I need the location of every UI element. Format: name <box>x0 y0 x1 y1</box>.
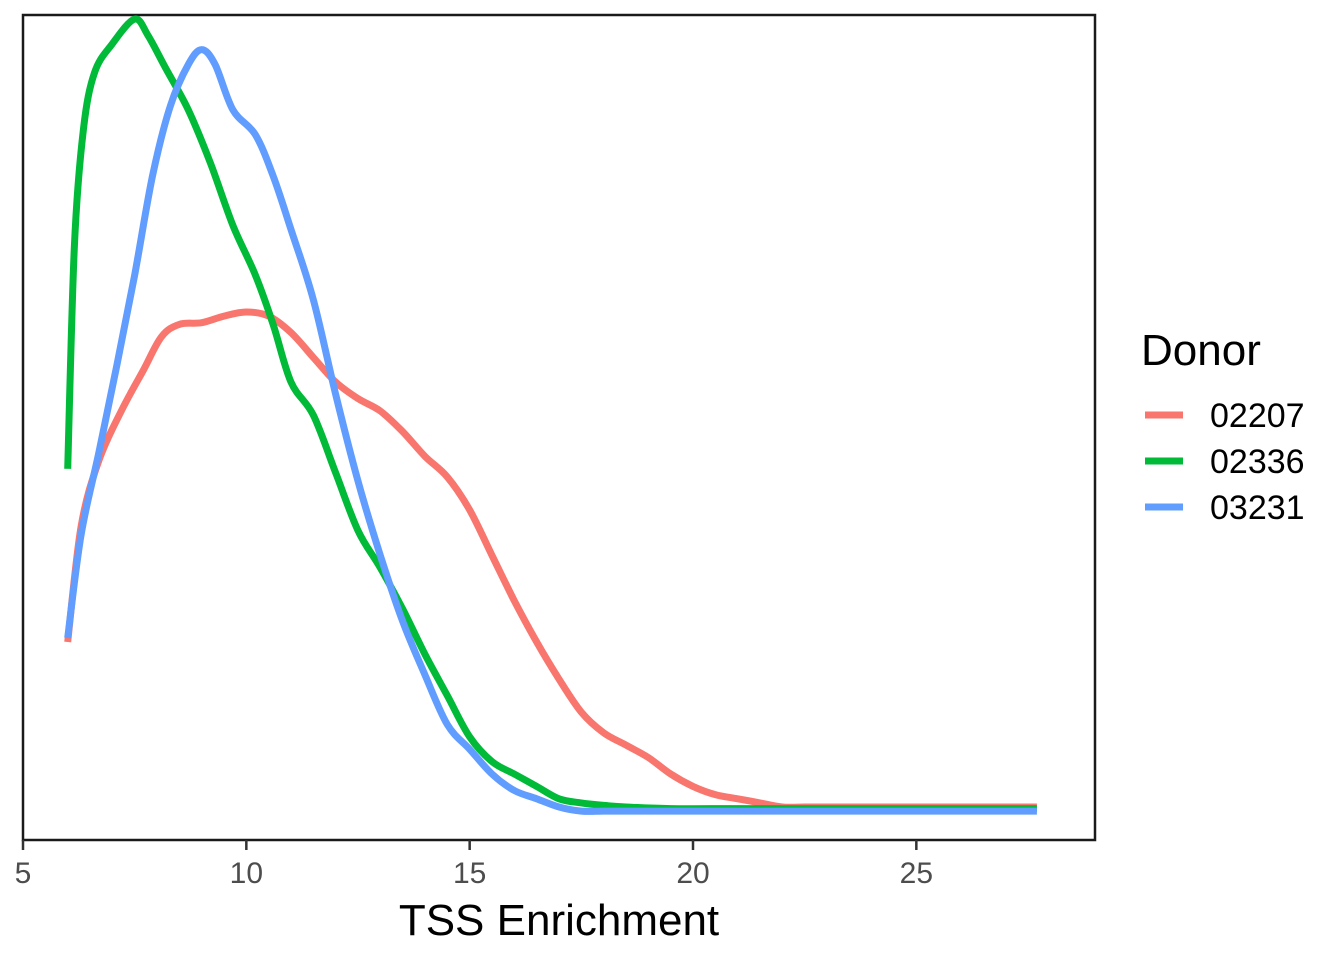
x-tick-label: 20 <box>676 857 709 890</box>
plot-panel <box>21 13 1097 842</box>
series-line-02336 <box>64 15 1037 813</box>
legend-label-03231: 03231 <box>1210 489 1305 527</box>
series-layer <box>64 15 1037 815</box>
x-tick-label: 5 <box>15 857 32 890</box>
x-axis: 5 10 15 20 25 <box>15 840 933 890</box>
series-line-03231 <box>64 46 1037 815</box>
x-tick-label: 25 <box>900 857 933 890</box>
series-line-02207 <box>64 308 1037 811</box>
legend-label-02336: 02336 <box>1210 443 1305 481</box>
legend-title: Donor <box>1141 326 1261 375</box>
x-axis-title: TSS Enrichment <box>399 896 719 945</box>
x-tick-label: 15 <box>453 857 486 890</box>
legend: Donor 02207 02336 03231 <box>1141 326 1305 527</box>
legend-label-02207: 02207 <box>1210 397 1305 435</box>
x-tick-label: 10 <box>230 857 263 890</box>
